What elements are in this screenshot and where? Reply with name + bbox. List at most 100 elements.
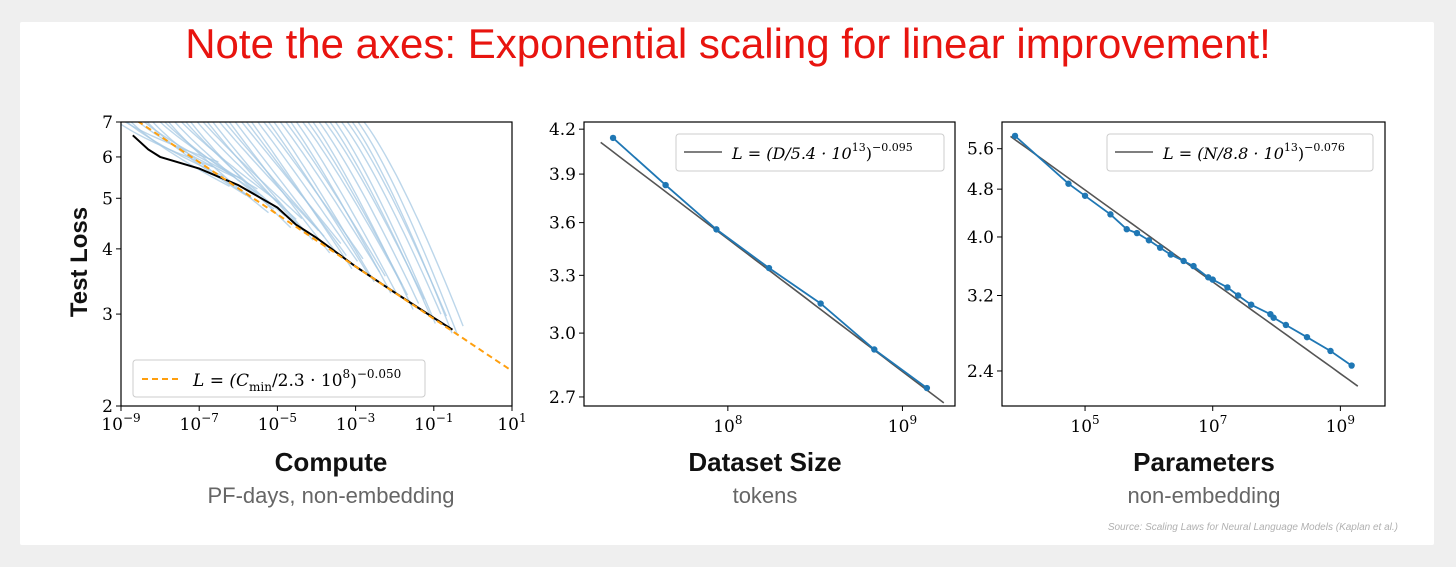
training-curve bbox=[329, 122, 431, 315]
data-point bbox=[765, 264, 773, 272]
data-point bbox=[609, 134, 617, 142]
x-tick-label: 101 bbox=[497, 411, 526, 435]
data-point bbox=[1123, 226, 1130, 233]
data-point bbox=[1247, 301, 1255, 308]
data-point bbox=[662, 181, 669, 189]
y-tick-label: 3.3 bbox=[549, 266, 576, 286]
y-tick-label: 4.8 bbox=[967, 180, 994, 200]
source-note: Source: Scaling Laws for Neural Language… bbox=[1107, 522, 1398, 533]
y-tick-label: 2.7 bbox=[549, 388, 576, 408]
y-tick-label: 4.2 bbox=[549, 120, 576, 140]
training-curve bbox=[234, 122, 336, 252]
training-curve bbox=[340, 122, 442, 315]
y-tick-label: 3.9 bbox=[549, 165, 576, 185]
data-point bbox=[1133, 229, 1141, 237]
training-curve bbox=[167, 122, 269, 214]
y-tick-label: 3.2 bbox=[967, 287, 994, 307]
data-point bbox=[1282, 321, 1290, 329]
legend-label: L = (D/5.4 · 1013)−0.095 bbox=[731, 141, 913, 163]
x-tick-label: 10−9 bbox=[101, 411, 140, 435]
plot-area-compute bbox=[121, 122, 512, 372]
y-tick-label: 4 bbox=[102, 240, 113, 260]
y-tick-label: 2.4 bbox=[967, 362, 994, 382]
chart-frame bbox=[1001, 121, 1386, 407]
data-point bbox=[1107, 211, 1114, 218]
training-curve bbox=[130, 122, 230, 188]
training-curve bbox=[228, 122, 331, 254]
data-point bbox=[1180, 257, 1187, 265]
x-tick-label: 10−1 bbox=[414, 411, 453, 435]
training-curve bbox=[250, 122, 353, 270]
slide-card bbox=[20, 22, 1434, 545]
chart1-subtitle: PF-days, non-embedding bbox=[207, 483, 455, 508]
legend-box bbox=[675, 133, 945, 172]
chart1-frame bbox=[120, 121, 513, 407]
y-tick-label: 3 bbox=[102, 305, 113, 325]
y-tick-label: 5 bbox=[102, 189, 113, 209]
data-point bbox=[817, 300, 824, 307]
data-line bbox=[612, 137, 928, 389]
data-point bbox=[1167, 251, 1174, 258]
data-point bbox=[1270, 314, 1277, 321]
training-curve bbox=[218, 122, 320, 232]
data-point bbox=[1190, 262, 1197, 270]
y-tick-label: 7 bbox=[102, 113, 113, 133]
data-point bbox=[1224, 284, 1231, 291]
x-tick-label: 10−3 bbox=[336, 411, 375, 435]
chart-dataset-size: 108 109 2.7 3.0 3.3 3.6 3.9 4.2 L = (D/5.4 · 101… bbox=[549, 120, 956, 437]
y-tick-label: 2 bbox=[102, 397, 113, 417]
chart-compute: 10−9 10−7 10−5 10−3 10−1 101 2 3 4 5 6 7 L = (Cmin/2… bbox=[101, 113, 526, 435]
legend: L = (D/5.4 · 1013)−0.095 bbox=[675, 133, 945, 172]
data-point bbox=[713, 226, 720, 233]
y-tick-label: 5.6 bbox=[967, 140, 994, 160]
legend-box bbox=[1106, 133, 1374, 172]
training-curve bbox=[267, 122, 370, 276]
training-curve bbox=[163, 122, 264, 198]
training-curve bbox=[245, 122, 347, 257]
fit-line bbox=[600, 141, 945, 404]
data-point bbox=[1209, 276, 1216, 283]
y-tick-label: 3.6 bbox=[549, 214, 576, 234]
training-curve bbox=[289, 122, 392, 294]
chart3-subtitle: non-embedding bbox=[1127, 483, 1281, 508]
data-point bbox=[1303, 333, 1311, 341]
legend-label: L = (N/8.8 · 1013)−0.076 bbox=[1162, 141, 1345, 163]
x-tick-label: 107 bbox=[1198, 413, 1227, 437]
compute-frontier-line bbox=[132, 134, 454, 331]
training-curve bbox=[256, 122, 359, 262]
data-point bbox=[1145, 237, 1153, 244]
legend-label: L = (Cmin/2.3 · 108)−0.050 bbox=[192, 367, 401, 394]
training-curve bbox=[273, 122, 375, 283]
y-tick-label: 6 bbox=[102, 148, 113, 168]
training-curve bbox=[240, 122, 342, 245]
training-curve bbox=[126, 122, 225, 178]
y-tick-label: 3.0 bbox=[549, 324, 576, 344]
training-curve bbox=[351, 122, 453, 334]
legend: L = (N/8.8 · 1013)−0.076 bbox=[1106, 133, 1374, 172]
training-curve bbox=[279, 122, 381, 273]
data-point bbox=[1065, 180, 1072, 187]
data-point bbox=[1327, 347, 1334, 355]
x-tick-label: 10−7 bbox=[180, 411, 219, 435]
chart2-subtitle: tokens bbox=[732, 483, 798, 508]
y-tick-label: 4.0 bbox=[967, 228, 994, 248]
training-curve bbox=[284, 122, 386, 277]
training-curve bbox=[146, 122, 247, 197]
chart1-title: Compute bbox=[274, 447, 388, 477]
training-curve bbox=[202, 122, 303, 220]
data-point bbox=[1234, 292, 1242, 299]
x-tick-label: 10−5 bbox=[258, 411, 297, 435]
chart3-title: Parameters bbox=[1133, 447, 1275, 477]
training-curve bbox=[312, 122, 414, 310]
data-point bbox=[1348, 362, 1355, 369]
compute-fit-line bbox=[137, 122, 512, 372]
training-curve bbox=[357, 122, 459, 336]
chart-frame bbox=[583, 121, 956, 407]
data-point bbox=[923, 384, 931, 392]
training-curve bbox=[295, 122, 398, 294]
x-tick-label: 109 bbox=[888, 413, 917, 437]
chart-parameters: 105 107 109 2.4 3.2 4.0 4.8 5.6 L = (N/8.8 · 101… bbox=[967, 121, 1386, 437]
training-curve bbox=[212, 122, 314, 241]
data-point bbox=[1156, 244, 1164, 251]
